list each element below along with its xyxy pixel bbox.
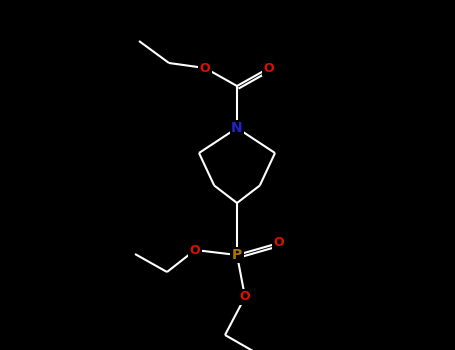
Text: O: O [264,62,274,75]
Text: O: O [274,237,284,250]
Text: O: O [200,62,210,75]
Text: O: O [190,244,200,257]
Text: O: O [240,290,250,303]
Text: P: P [232,248,242,262]
Text: N: N [231,121,243,135]
